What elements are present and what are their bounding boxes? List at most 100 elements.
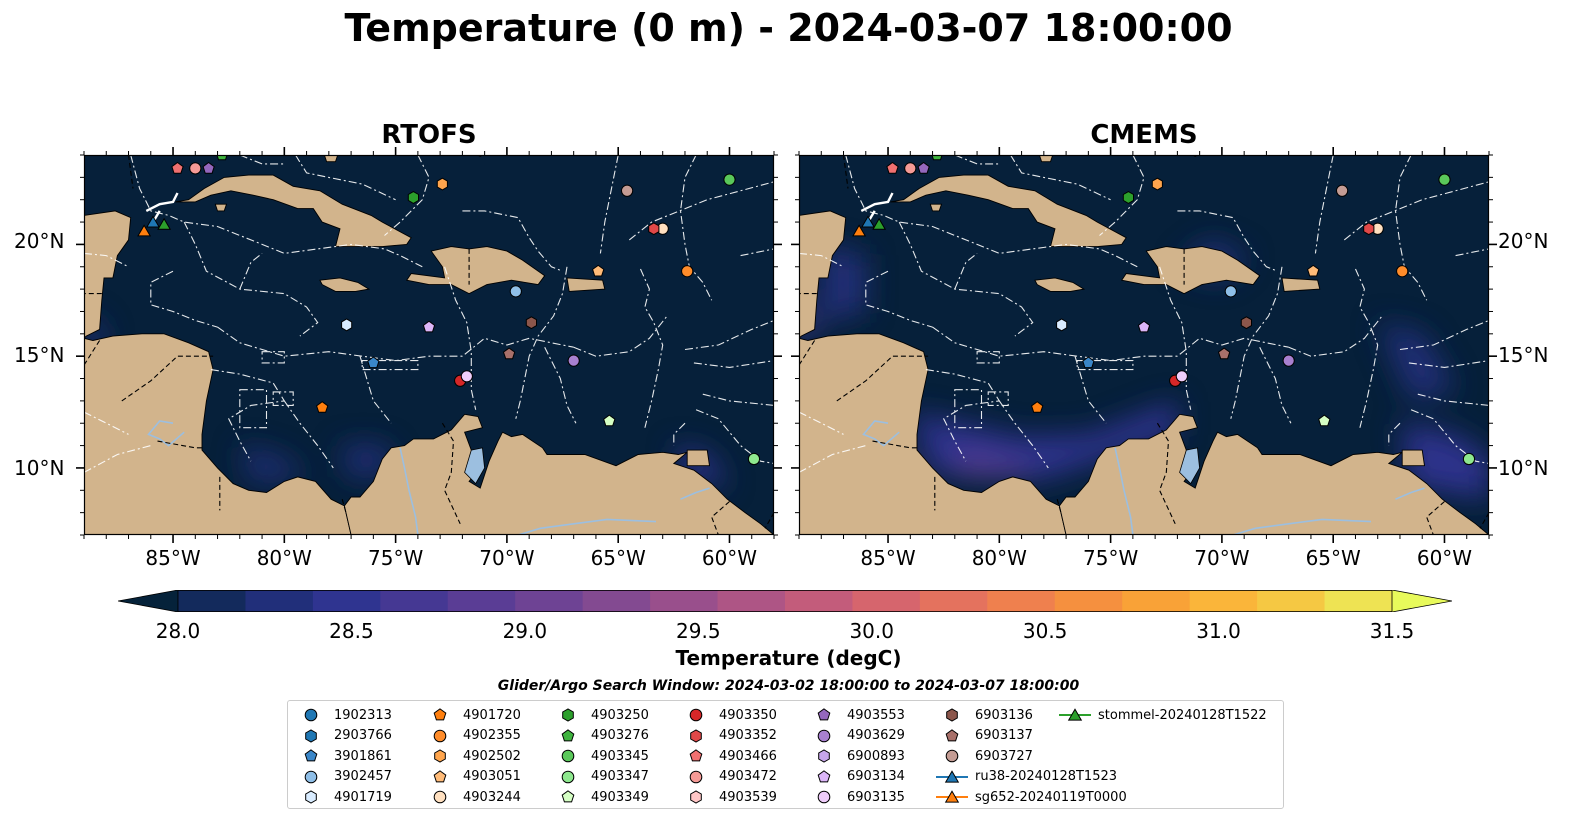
float-4903472 (189, 162, 202, 175)
colorbar-tick-label: 29.0 (502, 619, 548, 643)
legend-item: 6903136 (935, 705, 1127, 726)
lon-label-rtofs-60w: 60°W (701, 546, 758, 570)
float-markers (137, 155, 761, 466)
lon-label-rtofs-75w: 75°W (367, 546, 424, 570)
float-4903553 (917, 161, 930, 174)
legend-item: 4901720 (423, 705, 521, 726)
legend-item: 3902457 (294, 767, 392, 788)
pentagon-marker-icon (817, 708, 831, 721)
float-4901720 (316, 401, 329, 413)
float-4903345 (723, 173, 736, 186)
legend-marker (305, 790, 317, 804)
colorbar-segment (582, 590, 651, 612)
float-6903134 (1137, 320, 1151, 333)
legend-marker (304, 749, 318, 762)
legend-label: 6903135 (847, 789, 905, 805)
float-4903250 (1122, 191, 1134, 204)
float-4902502 (1151, 177, 1163, 191)
lat-label-20n-left: 20°N (14, 229, 65, 253)
triangle-marker-icon (1059, 708, 1091, 721)
eez-boundaries (84, 155, 774, 473)
legend-column: 4903553 4903629 6900893 6903134 6903135 (807, 705, 905, 808)
map-frame (791, 147, 1497, 543)
legend-item: 4903352 (679, 726, 777, 747)
legend-label: 4903350 (719, 707, 777, 723)
eez-boundaries (799, 155, 1489, 473)
lat-label-10n-left: 10°N (14, 456, 65, 480)
legend-item: 6903727 (935, 746, 1127, 767)
legend-marker (433, 729, 447, 743)
float-6903727 (620, 184, 634, 197)
legend-column: 6903136 6903137 6903727 ru38-20240128T1523 s… (935, 705, 1127, 808)
float-4902502 (436, 177, 448, 191)
colorbar-tick-label: 29.5 (676, 619, 721, 643)
float-4903466 (886, 161, 899, 174)
legend-item: sg652-20240119T0000 (935, 787, 1127, 808)
circle-marker-icon (689, 708, 703, 722)
pentagon-marker-icon (433, 770, 447, 783)
lake-maracaibo (464, 447, 486, 485)
legend-label: 4902355 (463, 728, 521, 744)
hexagon-marker-icon (690, 790, 702, 804)
map-panel-cmems[interactable] (791, 147, 1497, 543)
land-southam (343, 413, 774, 535)
legend-marker (944, 769, 960, 783)
hexagon-marker-icon (305, 729, 317, 743)
land-central (799, 333, 1067, 535)
legend-marker (946, 708, 958, 722)
pentagon-marker-icon (433, 708, 447, 721)
legend-item: stommel-20240128T1522 (1058, 705, 1267, 726)
legend-label: 6903134 (847, 769, 905, 785)
colorbar-tick-label: 30.5 (1022, 619, 1068, 643)
legend-item: 4903345 (551, 746, 649, 767)
legend-column: 4901720 4902355 4902502 4903051 4903244 (423, 705, 521, 808)
legend-marker (433, 708, 447, 721)
float-stommel-20240128T1522 (872, 217, 887, 230)
land-puertorico (1281, 277, 1321, 292)
colorbar-segment (380, 590, 449, 612)
float-ru38-20240128T1523 (861, 215, 875, 228)
legend-label: 4903472 (719, 769, 777, 785)
float-4903349 (603, 414, 616, 427)
legend-column: 1902313 2903766 3901861 3902457 4901719 (294, 705, 392, 808)
float-4902355 (681, 265, 694, 278)
hexagon-marker-icon (562, 708, 574, 722)
legend-marker (689, 708, 703, 722)
float-4903472 (904, 162, 917, 175)
land-trinidad (686, 449, 711, 467)
legend-label: 4903250 (591, 707, 649, 723)
lon-label-rtofs-85w: 85°W (145, 546, 201, 570)
float-sg652-20240119T0000 (852, 224, 867, 237)
legend-item: 6903137 (935, 726, 1127, 747)
panel-title-rtofs: RTOFS (381, 120, 477, 150)
land-central (84, 333, 352, 535)
legend-marker (305, 729, 317, 743)
lon-label-rtofs-80w: 80°W (256, 546, 312, 570)
legend-column: 4903350 4903352 4903466 4903472 4903539 (679, 705, 777, 808)
land-andros (323, 155, 339, 163)
land-cuba (175, 174, 412, 248)
legend-column: stommel-20240128T1522 (1058, 705, 1267, 726)
pentagon-marker-icon (817, 770, 831, 783)
legend-label: 4903051 (463, 769, 521, 785)
pentagon-marker-icon (304, 749, 318, 762)
colorbar-label: Temperature (degC) (675, 646, 902, 670)
legend-marker (817, 708, 831, 721)
float-4903276 (931, 155, 943, 161)
float-4903352 (1363, 222, 1375, 236)
colorbar-tick-label: 31.0 (1196, 619, 1241, 643)
legend-item: 3901861 (294, 746, 392, 767)
legend-marker (945, 729, 959, 742)
float-6903134 (422, 320, 436, 333)
legend-label: 4902502 (463, 748, 521, 764)
panel-title-cmems: CMEMS (1090, 120, 1198, 150)
legend-item: 1902313 (294, 705, 392, 726)
legend-marker (304, 708, 318, 722)
map-panel-rtofs[interactable] (76, 147, 782, 543)
pentagon-marker-icon (945, 729, 959, 742)
legend-marker (561, 770, 575, 784)
colorbar-segment (785, 590, 854, 612)
legend-item: 4903539 (679, 787, 777, 808)
float-3901861 (367, 356, 380, 369)
float-stommel-20240128T1522 (157, 217, 172, 230)
